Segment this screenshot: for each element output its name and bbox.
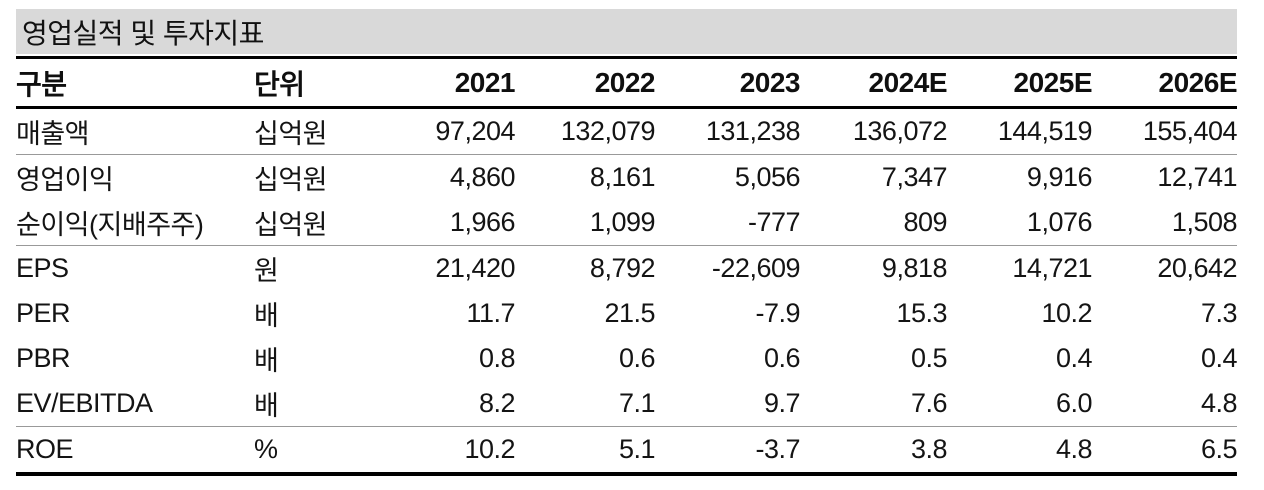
col-header-2024e: 2024E: [800, 56, 948, 109]
col-header-category: 구분: [16, 56, 254, 109]
cell-value: 0.6: [763, 343, 801, 373]
financials-table: 구분 단위 2021 2022 2023 2024E 2025E 2026E 매…: [16, 56, 1238, 476]
row-unit: 십억원: [254, 107, 359, 155]
cell-value: 9.7: [655, 381, 801, 427]
cell-value: 7.1: [515, 381, 656, 427]
cell-value: 10.2: [1041, 298, 1092, 328]
cell-value: 132,079: [515, 107, 656, 155]
cell-value: -7.9: [755, 298, 800, 328]
row-label: ROE: [16, 426, 254, 476]
row-per: PER 배 11.7 21.5 -7.9 15.3 10.2 7.3: [16, 291, 1238, 336]
row-unit: 배: [254, 381, 359, 427]
cell-value: 3.8: [800, 426, 948, 476]
cell-value: 6.5: [1092, 426, 1238, 476]
cell-value: 20,642: [1157, 253, 1237, 283]
col-header-2023: 2023: [655, 56, 801, 109]
cell-value: -777: [655, 200, 801, 246]
col-header-2021: 2021: [359, 56, 516, 109]
cell-value: 1,099: [515, 200, 656, 246]
table-title-bar: 영업실적 및 투자지표: [16, 9, 1237, 54]
row-unit: %: [254, 426, 359, 476]
row-revenue: 매출액 십억원 97,204 132,079 131,238 136,072 1…: [16, 107, 1238, 155]
cell-value: 144,519: [947, 107, 1093, 155]
cell-value: 0.5: [910, 343, 948, 373]
cell-value: 8.2: [359, 381, 516, 427]
row-unit: 배: [254, 346, 279, 376]
cell-value: 1,966: [359, 200, 516, 246]
row-label: EV/EBITDA: [16, 381, 254, 427]
cell-value: 7,347: [881, 162, 948, 192]
row-eps: EPS 원 21,420 8,792 -22,609 9,818 14,721 …: [16, 246, 1238, 292]
row-operating-profit: 영업이익 십억원 4,860 8,161 5,056 7,347 9,916 1…: [16, 155, 1238, 201]
cell-value: 0.6: [618, 343, 656, 373]
cell-value: 6.0: [947, 381, 1093, 427]
cell-value: 10.2: [359, 426, 516, 476]
col-header-2022: 2022: [515, 56, 656, 109]
row-label: EPS: [16, 253, 69, 283]
col-header-2026e: 2026E: [1092, 56, 1238, 109]
row-unit: 십억원: [254, 200, 359, 246]
cell-value: 5,056: [734, 162, 801, 192]
row-label: 매출액: [16, 107, 254, 155]
cell-value: 7.3: [1200, 298, 1238, 328]
cell-value: -3.7: [655, 426, 801, 476]
row-label: 영업이익: [16, 165, 114, 195]
cell-value: 15.3: [896, 298, 947, 328]
header-row: 구분 단위 2021 2022 2023 2024E 2025E 2026E: [16, 56, 1238, 109]
cell-value: 21.5: [604, 298, 655, 328]
cell-value: 12,741: [1157, 162, 1237, 192]
cell-value: 5.1: [515, 426, 656, 476]
row-unit: 원: [254, 256, 279, 286]
cell-value: 11.7: [466, 298, 515, 328]
cell-value: 4.8: [947, 426, 1093, 476]
col-header-2025e: 2025E: [947, 56, 1093, 109]
row-label: 순이익(지배주주): [16, 200, 254, 246]
cell-value: 4.8: [1092, 381, 1238, 427]
row-ev-ebitda: EV/EBITDA 배 8.2 7.1 9.7 7.6 6.0 4.8: [16, 381, 1238, 427]
cell-value: 0.4: [1200, 343, 1238, 373]
cell-value: 8,792: [589, 253, 656, 283]
cell-value: 136,072: [800, 107, 948, 155]
cell-value: 14,721: [1012, 253, 1092, 283]
cell-value: 1,508: [1092, 200, 1238, 246]
cell-value: 0.8: [478, 343, 516, 373]
cell-value: 809: [800, 200, 948, 246]
col-header-unit: 단위: [254, 56, 359, 109]
cell-value: 4,860: [449, 162, 516, 192]
row-label: PER: [16, 298, 71, 328]
cell-value: 9,916: [1026, 162, 1093, 192]
cell-value: 97,204: [359, 107, 516, 155]
row-roe: ROE % 10.2 5.1 -3.7 3.8 4.8 6.5: [16, 426, 1238, 476]
cell-value: 8,161: [589, 162, 656, 192]
row-label: PBR: [16, 343, 71, 373]
row-unit: 십억원: [254, 165, 328, 195]
row-net-profit-controlling: 순이익(지배주주) 십억원 1,966 1,099 -777 809 1,076…: [16, 200, 1238, 246]
cell-value: 0.4: [1055, 343, 1093, 373]
table-title: 영업실적 및 투자지표: [22, 17, 264, 49]
cell-value: -22,609: [711, 253, 801, 283]
cell-value: 9,818: [881, 253, 948, 283]
cell-value: 155,404: [1092, 107, 1238, 155]
row-unit: 배: [254, 301, 279, 331]
cell-value: 131,238: [655, 107, 801, 155]
cell-value: 1,076: [947, 200, 1093, 246]
cell-value: 7.6: [800, 381, 948, 427]
row-pbr: PBR 배 0.8 0.6 0.6 0.5 0.4 0.4: [16, 336, 1238, 381]
cell-value: 21,420: [435, 253, 515, 283]
